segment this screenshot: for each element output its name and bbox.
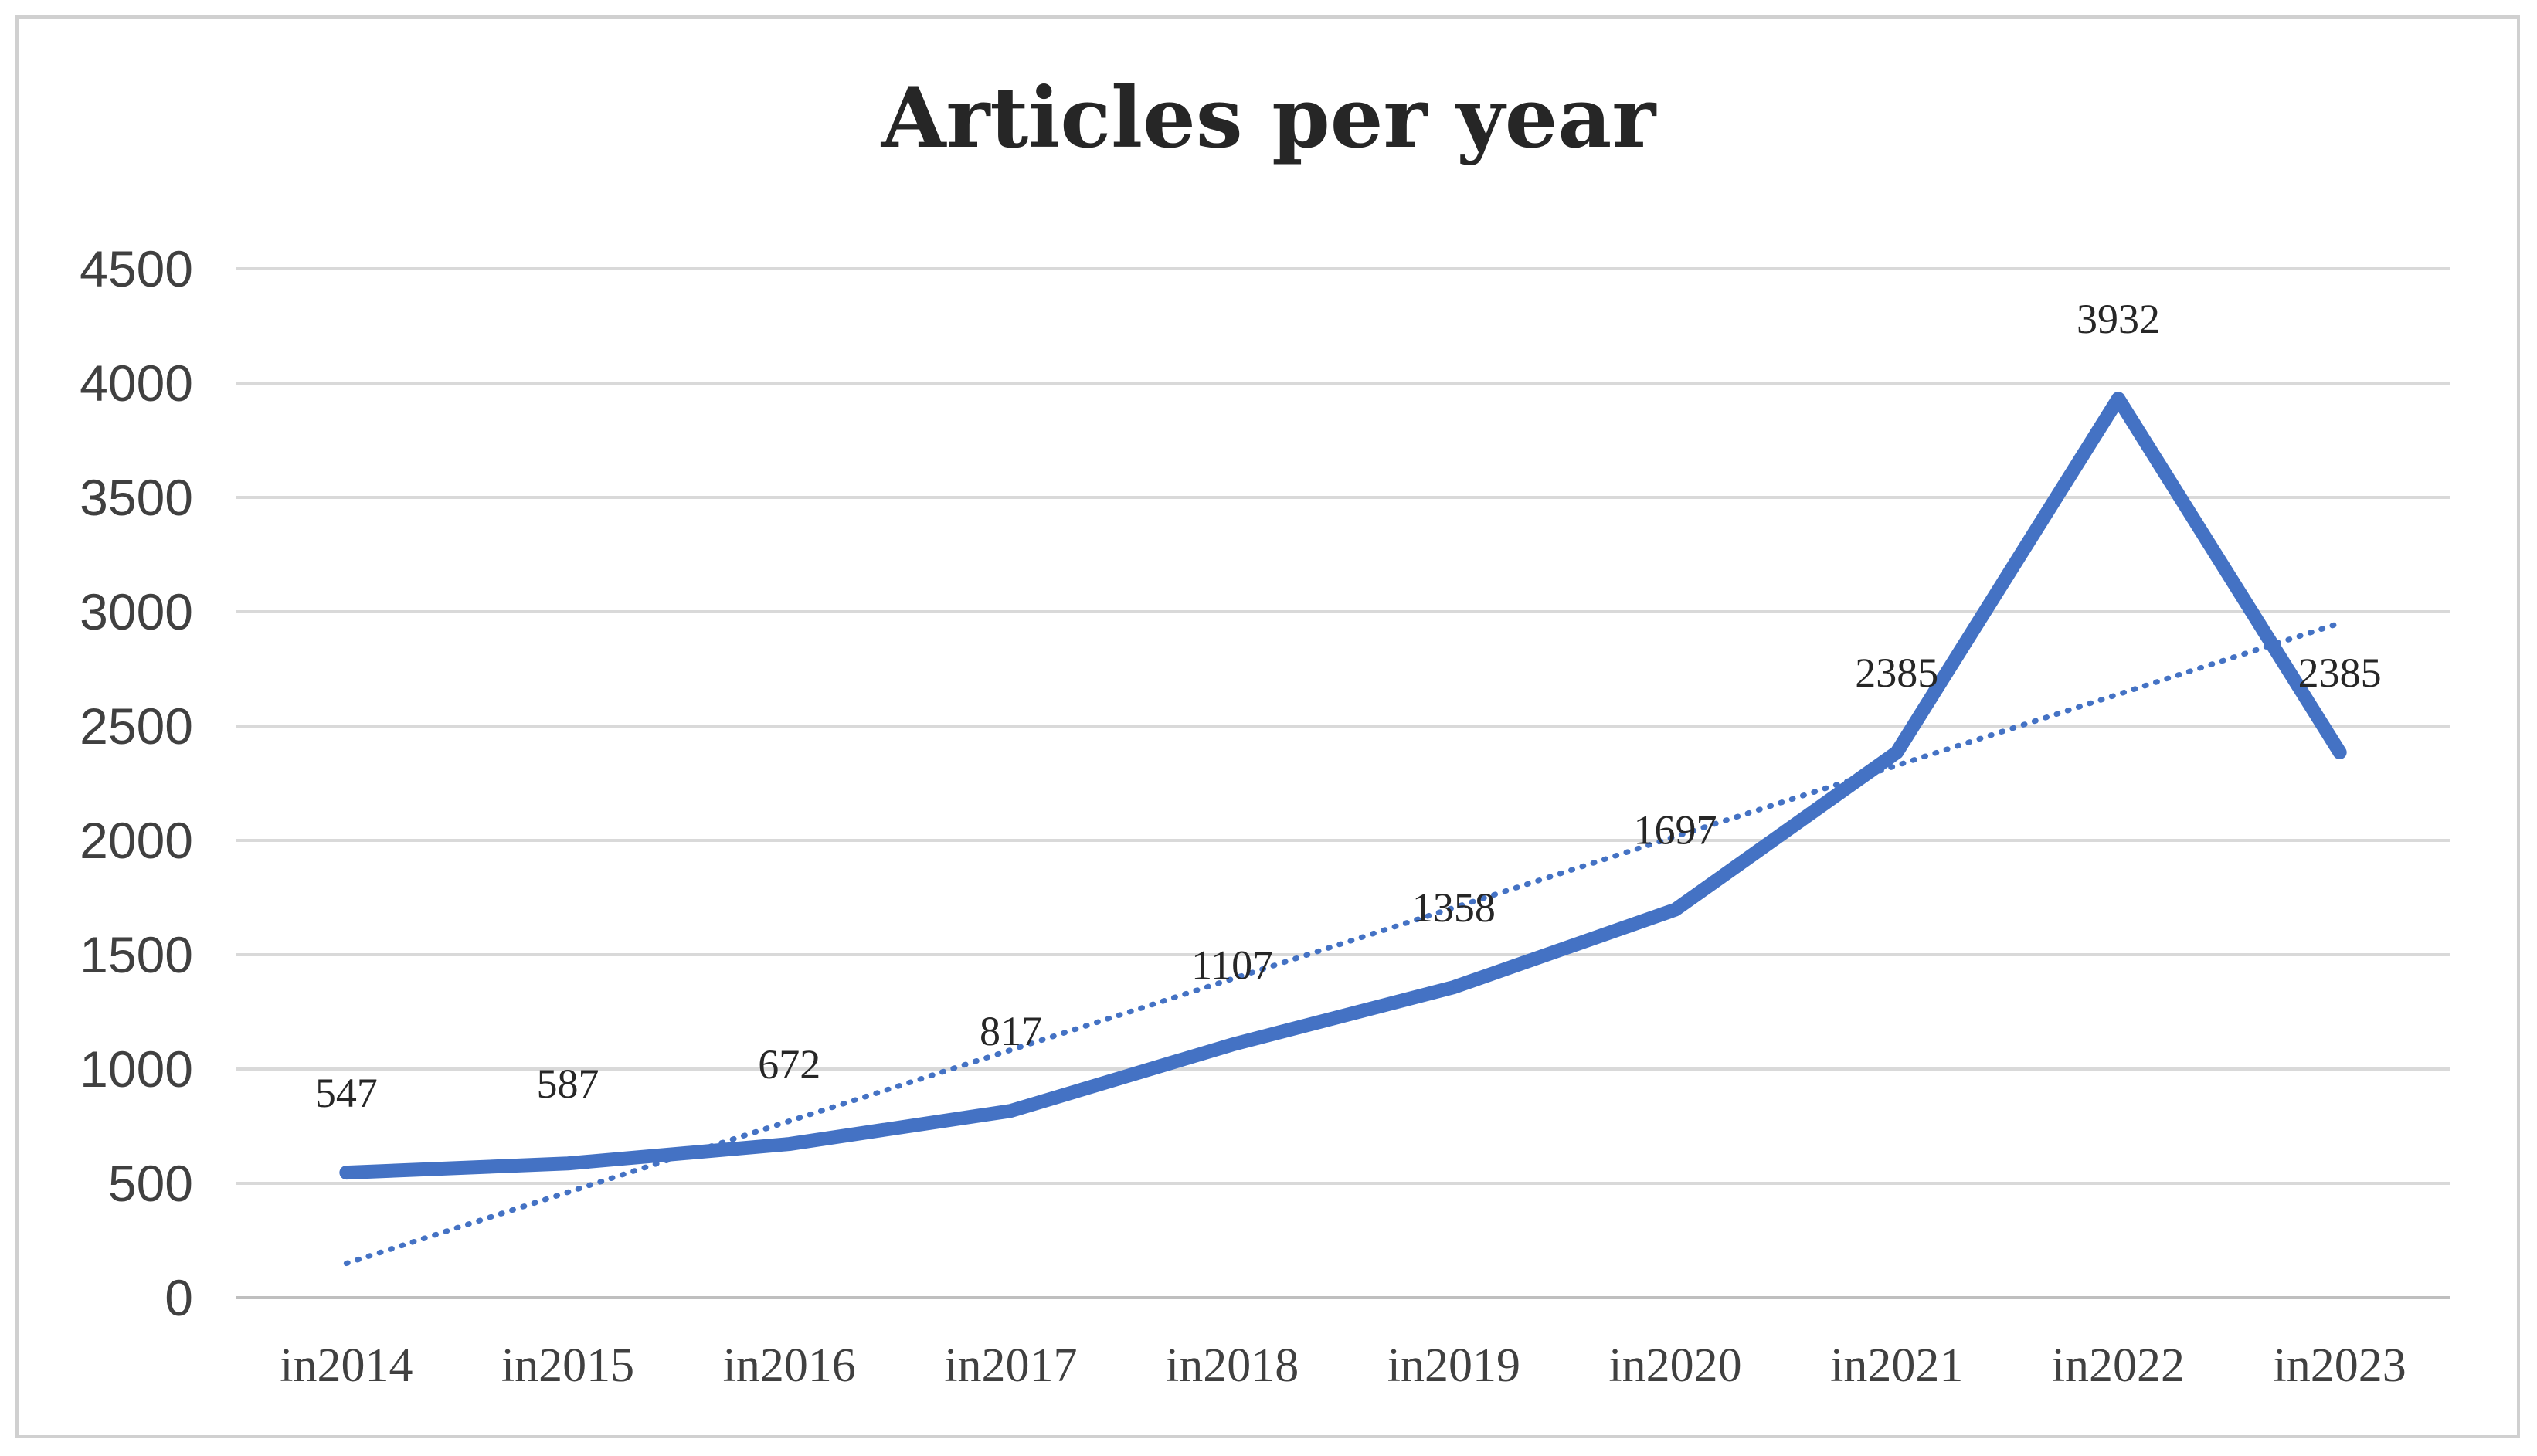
x-tick-label: in2015 <box>501 1339 634 1392</box>
data-point <box>345 1172 348 1174</box>
y-tick-label: 1500 <box>80 926 193 983</box>
data-label: 587 <box>537 1061 599 1107</box>
data-point <box>567 1162 569 1165</box>
data-point <box>1010 1110 1012 1112</box>
data-labels: 547 587 672 817 1107 1358 1697 2385 3932 2385 <box>315 296 2382 1116</box>
data-label: 1358 <box>1412 884 1496 931</box>
data-point <box>1452 986 1455 989</box>
y-tick-label: 4000 <box>80 355 193 412</box>
x-tick-label: in2017 <box>944 1339 1077 1392</box>
y-tick-label: 3000 <box>80 583 193 640</box>
data-label: 2385 <box>2298 650 2382 696</box>
trendline <box>343 620 2343 1267</box>
gridlines <box>236 267 2450 1299</box>
data-label: 817 <box>980 1008 1042 1054</box>
series-group <box>339 392 2347 1180</box>
data-point <box>2117 398 2119 400</box>
data-label: 2385 <box>1855 650 1938 696</box>
y-tick-label: 1000 <box>80 1040 193 1098</box>
x-tick-label: in2014 <box>280 1339 413 1392</box>
chart-title: Articles per year <box>881 70 1658 167</box>
y-tick-label: 2500 <box>80 697 193 755</box>
data-label: 3932 <box>2077 296 2160 342</box>
x-tick-label: in2021 <box>1830 1339 1963 1392</box>
trendline-group <box>343 620 2343 1267</box>
data-label: 547 <box>315 1070 378 1116</box>
data-label: 1107 <box>1191 942 1273 988</box>
y-tick-label: 3500 <box>80 469 193 526</box>
x-tick-label: in2018 <box>1166 1339 1299 1392</box>
x-tick-label: in2022 <box>2052 1339 2185 1392</box>
data-label: 672 <box>758 1041 820 1088</box>
data-label: 1697 <box>1634 807 1717 854</box>
data-point <box>788 1143 790 1145</box>
x-tick-label: in2019 <box>1387 1339 1520 1392</box>
data-point <box>1231 1044 1234 1046</box>
series-line <box>339 392 2347 1180</box>
data-point <box>2338 752 2341 754</box>
data-point <box>1896 752 1898 754</box>
y-tick-label: 2000 <box>80 812 193 869</box>
x-tick-label: in2023 <box>2274 1339 2406 1392</box>
y-axis-ticks: 0 500 1000 1500 2000 2500 3000 3500 4000 4500 <box>80 240 193 1326</box>
y-tick-label: 500 <box>108 1155 193 1212</box>
x-tick-label: in2016 <box>723 1339 856 1392</box>
x-tick-label: in2020 <box>1608 1339 1741 1392</box>
y-tick-label: 4500 <box>80 240 193 297</box>
x-axis-ticks: in2014 in2015 in2016 in2017 in2018 in2019 in20… <box>280 1339 2406 1392</box>
data-point <box>1674 908 1676 911</box>
y-tick-label: 0 <box>165 1269 193 1326</box>
